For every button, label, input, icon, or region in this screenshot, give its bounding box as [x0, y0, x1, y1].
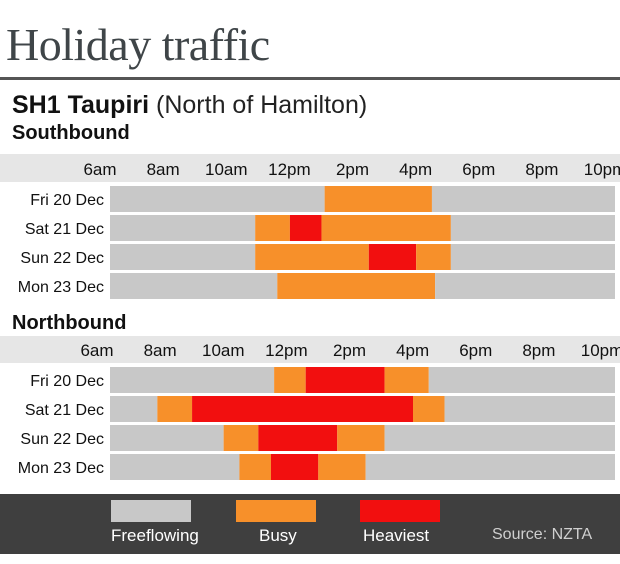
- segment-busy: [413, 396, 445, 422]
- x-tick-label: 6am: [80, 341, 113, 360]
- x-tick-label: 8am: [144, 341, 177, 360]
- segment-heaviest: [289, 215, 322, 241]
- segment-busy: [274, 367, 306, 393]
- segment-busy: [255, 244, 369, 270]
- x-tick-label: 10am: [202, 341, 245, 360]
- segment-freeflowing: [110, 215, 256, 241]
- segment-freeflowing: [365, 454, 615, 480]
- x-tick-label: 12pm: [268, 160, 311, 179]
- northbound-svg: 6am 8am 10am 12pm 2pm 4pm 6pm 8pm 10pm Fri 20 Dec…: [0, 336, 620, 480]
- x-tick-label: 6pm: [462, 160, 495, 179]
- segment-freeflowing: [110, 186, 325, 212]
- segment-heaviest: [368, 244, 417, 270]
- x-tick-label: 2pm: [333, 341, 366, 360]
- segment-busy: [321, 215, 451, 241]
- segment-freeflowing: [110, 244, 256, 270]
- segment-busy: [255, 215, 290, 241]
- row-label: Sun 22 Dec: [20, 431, 104, 448]
- segment-freeflowing: [444, 396, 615, 422]
- southbound-chart: 6am 8am 10am 12pm 2pm 4pm 6pm 8pm 10pm Fri 20 Dec…: [0, 154, 620, 304]
- x-tick-label: 6am: [83, 160, 116, 179]
- segment-busy: [337, 425, 385, 451]
- southbound-svg: 6am 8am 10am 12pm 2pm 4pm 6pm 8pm 10pm Fri 20 Dec…: [0, 154, 620, 299]
- row-label: Sun 22 Dec: [20, 250, 104, 267]
- segment-freeflowing: [110, 425, 224, 451]
- x-tick-label: 8am: [147, 160, 180, 179]
- segment-heaviest: [305, 367, 385, 393]
- row-label: Sat 21 Dec: [25, 402, 104, 419]
- x-tick-label: 10pm: [581, 341, 620, 360]
- segment-freeflowing: [435, 273, 615, 299]
- time-axis-band: [0, 336, 620, 363]
- segment-freeflowing: [110, 367, 275, 393]
- segment-freeflowing: [450, 244, 615, 270]
- chart-title: Holiday traffic: [6, 19, 270, 70]
- segment-busy: [416, 244, 451, 270]
- segment-freeflowing: [431, 186, 615, 212]
- legend-label-freeflowing: Freeflowing: [111, 526, 199, 545]
- northbound-chart: 6am 8am 10am 12pm 2pm 4pm 6pm 8pm 10pm Fri 20 Dec…: [0, 336, 620, 486]
- title-divider: [0, 77, 620, 80]
- x-tick-label: 2pm: [336, 160, 369, 179]
- segment-freeflowing: [110, 454, 240, 480]
- segment-freeflowing: [384, 425, 615, 451]
- x-tick-label: 8pm: [525, 160, 558, 179]
- legend-swatch-freeflowing: [111, 500, 191, 522]
- legend-swatch-busy: [236, 500, 316, 522]
- segment-busy: [223, 425, 259, 451]
- row-label: Sat 21 Dec: [25, 221, 104, 238]
- time-axis-band: [0, 154, 620, 182]
- segment-busy: [157, 396, 193, 422]
- segment-freeflowing: [110, 273, 278, 299]
- source-note: Source: NZTA: [492, 526, 593, 543]
- road-location: (North of Hamilton): [156, 91, 368, 119]
- row-label: Fri 20 Dec: [30, 192, 104, 209]
- x-tick-label: 4pm: [396, 341, 429, 360]
- x-tick-label: 10am: [205, 160, 248, 179]
- segment-freeflowing: [450, 215, 615, 241]
- row-label: Mon 23 Dec: [18, 460, 104, 477]
- segment-busy: [277, 273, 436, 299]
- x-tick-label: 12pm: [265, 341, 308, 360]
- legend-label-busy: Busy: [259, 526, 297, 545]
- road-heading: SH1 Taupiri (North of Hamilton): [12, 90, 367, 120]
- northbound-title: Northbound: [12, 312, 127, 334]
- segment-freeflowing: [428, 367, 615, 393]
- x-tick-label: 10pm: [584, 160, 620, 179]
- road-name: SH1 Taupiri: [12, 91, 150, 119]
- segment-busy: [384, 367, 429, 393]
- segment-heaviest: [258, 425, 338, 451]
- row-label: Fri 20 Dec: [30, 373, 104, 390]
- segment-busy: [318, 454, 366, 480]
- southbound-title: Southbound: [12, 122, 130, 144]
- segment-heaviest: [270, 454, 319, 480]
- segment-busy: [239, 454, 271, 480]
- segment-busy: [324, 186, 432, 212]
- x-tick-label: 4pm: [399, 160, 432, 179]
- segment-heaviest: [192, 396, 413, 422]
- legend-label-heaviest: Heaviest: [363, 526, 430, 545]
- legend-swatch-heaviest: [360, 500, 440, 522]
- x-tick-label: 8pm: [522, 341, 555, 360]
- x-tick-label: 6pm: [459, 341, 492, 360]
- segment-freeflowing: [110, 396, 158, 422]
- row-label: Mon 23 Dec: [18, 279, 104, 296]
